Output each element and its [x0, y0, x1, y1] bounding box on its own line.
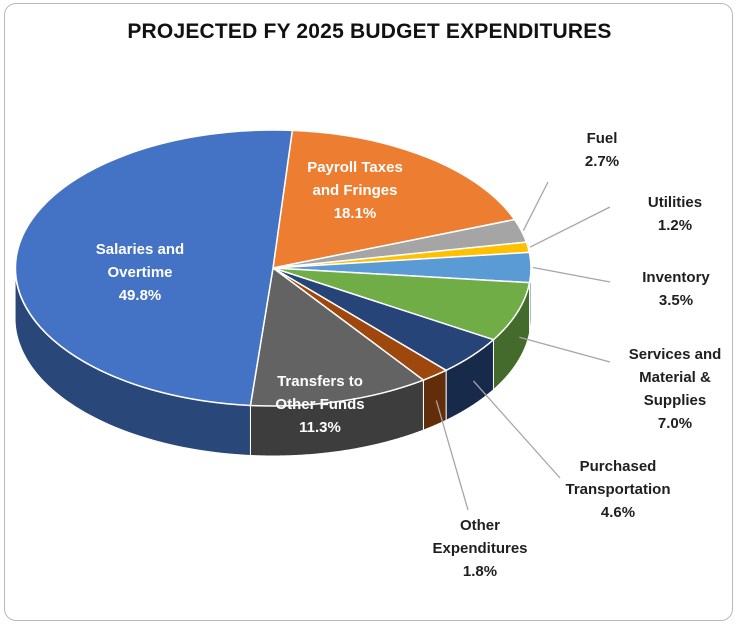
category-label-transfers-to-other-funds: Transfers to [277, 373, 363, 390]
category-label-payroll-taxes-and-fringes: and Fringes [312, 182, 397, 199]
leader-line-inventory [532, 266, 611, 283]
data-label-purchased-transportation: 4.6% [601, 504, 635, 521]
category-label-other-expenditures: Other [460, 517, 500, 534]
slice-salaries-and-overtime [14, 129, 294, 407]
data-label-fuel: 2.7% [585, 153, 619, 170]
leader-line-other-expenditures [435, 400, 469, 511]
data-label-transfers-to-other-funds: 11.3% [299, 419, 341, 436]
category-label-services-and-material-supplies: Services and [629, 346, 722, 363]
category-label-purchased-transportation: Transportation [565, 481, 670, 498]
category-label-services-and-material-supplies: Supplies [644, 392, 707, 409]
category-label-other-expenditures: Expenditures [432, 540, 527, 557]
slice-transfers-to-other-funds [249, 266, 425, 407]
category-label-transfers-to-other-funds: Other Funds [275, 396, 364, 413]
chart-title: PROJECTED FY 2025 BUDGET EXPENDITURES [127, 20, 612, 43]
slice-payroll-taxes-and-fringes [272, 129, 516, 269]
leader-line-utilities [529, 206, 611, 248]
category-label-services-and-material-supplies: Material & [639, 369, 711, 386]
data-label-other-expenditures: 1.8% [463, 563, 497, 580]
category-label-utilities: Utilities [648, 194, 702, 211]
category-label-purchased-transportation: Purchased [580, 458, 657, 475]
slice-services-and-material-supplies [272, 267, 531, 341]
category-label-fuel: Fuel [587, 130, 618, 147]
category-label-salaries-and-overtime: Overtime [107, 264, 172, 281]
data-label-salaries-and-overtime: 49.8% [119, 287, 162, 304]
leader-line-purchased-transportation [472, 380, 561, 479]
data-label-inventory: 3.5% [659, 292, 693, 309]
category-label-payroll-taxes-and-fringes: Payroll Taxes [307, 159, 403, 176]
leader-line-fuel [522, 181, 549, 231]
data-label-utilities: 1.2% [658, 217, 692, 234]
data-label-services-and-material-supplies: 7.0% [658, 415, 692, 432]
leader-line-services-and-material-supplies [519, 336, 611, 363]
category-label-inventory: Inventory [642, 269, 710, 286]
category-label-salaries-and-overtime: Salaries and [96, 241, 184, 258]
data-label-payroll-taxes-and-fringes: 18.1% [334, 205, 377, 222]
